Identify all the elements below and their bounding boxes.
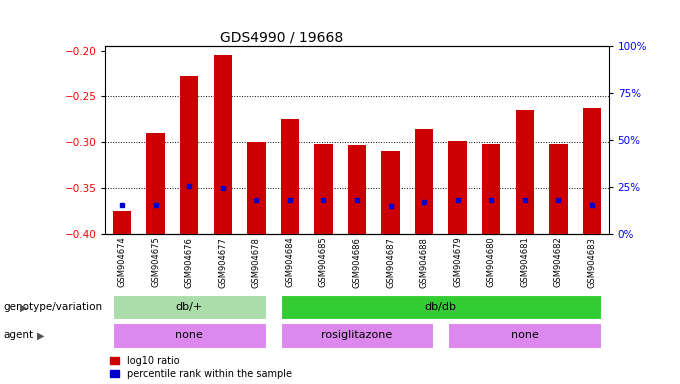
Bar — [281, 119, 299, 234]
Bar — [381, 151, 400, 234]
Text: agent: agent — [3, 330, 33, 341]
Bar — [180, 76, 199, 234]
Bar — [113, 211, 131, 234]
Bar — [113, 323, 266, 348]
Bar — [314, 144, 333, 234]
Text: ▶: ▶ — [20, 302, 28, 313]
Bar — [113, 295, 266, 319]
Text: rosiglitazone: rosiglitazone — [322, 330, 392, 341]
Text: ▶: ▶ — [37, 330, 45, 341]
Bar — [281, 295, 601, 319]
Text: none: none — [175, 330, 203, 341]
Bar — [549, 144, 568, 234]
Legend: log10 ratio, percentile rank within the sample: log10 ratio, percentile rank within the … — [110, 356, 292, 379]
Text: db/+: db/+ — [175, 302, 203, 313]
Bar — [347, 145, 367, 234]
Bar — [448, 141, 467, 234]
Bar — [415, 129, 433, 234]
Title: GDS4990 / 19668: GDS4990 / 19668 — [220, 31, 343, 45]
Bar — [247, 142, 266, 234]
Bar — [281, 323, 433, 348]
Bar — [515, 110, 534, 234]
Bar — [482, 144, 500, 234]
Text: none: none — [511, 330, 539, 341]
Text: db/db: db/db — [425, 302, 457, 313]
Bar — [214, 55, 232, 234]
Text: genotype/variation: genotype/variation — [3, 302, 103, 313]
Bar — [583, 108, 601, 234]
Bar — [146, 133, 165, 234]
Bar — [448, 323, 601, 348]
